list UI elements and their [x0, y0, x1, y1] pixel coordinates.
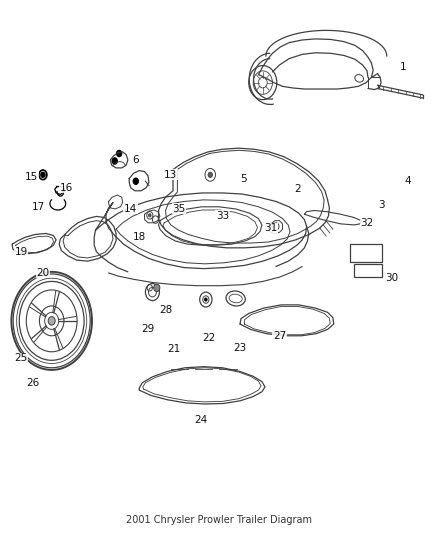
Text: 18: 18 [133, 232, 146, 242]
Text: 25: 25 [14, 353, 28, 363]
Ellipse shape [133, 178, 138, 184]
Ellipse shape [117, 150, 122, 157]
Text: 28: 28 [159, 305, 172, 315]
Text: 31: 31 [264, 223, 277, 233]
Text: 13: 13 [164, 170, 177, 180]
Text: 30: 30 [385, 273, 399, 283]
Ellipse shape [148, 214, 151, 217]
Text: 32: 32 [360, 218, 374, 228]
Text: 20: 20 [36, 268, 49, 278]
Text: 21: 21 [168, 344, 181, 354]
Text: 1: 1 [399, 62, 406, 71]
Text: 2: 2 [294, 184, 301, 194]
Text: 24: 24 [194, 415, 207, 425]
Text: 17: 17 [32, 202, 45, 212]
Text: 35: 35 [172, 204, 185, 214]
Text: 26: 26 [26, 378, 39, 387]
Text: 16: 16 [60, 183, 73, 192]
Ellipse shape [154, 284, 160, 292]
Ellipse shape [208, 172, 212, 177]
Text: 15: 15 [25, 172, 38, 182]
Text: 2001 Chrysler Prowler Trailer Diagram: 2001 Chrysler Prowler Trailer Diagram [126, 515, 312, 524]
Text: 23: 23 [233, 343, 247, 352]
Ellipse shape [41, 172, 45, 177]
Ellipse shape [112, 158, 117, 164]
Text: 4: 4 [404, 176, 411, 186]
Ellipse shape [48, 317, 55, 325]
Text: 14: 14 [124, 204, 137, 214]
Text: 6: 6 [132, 155, 139, 165]
Text: 3: 3 [378, 200, 385, 210]
Ellipse shape [205, 298, 207, 301]
Text: 19: 19 [14, 247, 28, 256]
Text: 29: 29 [141, 325, 155, 334]
FancyBboxPatch shape [350, 244, 382, 262]
Text: 22: 22 [203, 334, 216, 343]
Text: 33: 33 [216, 211, 229, 221]
Text: 27: 27 [273, 331, 286, 341]
FancyBboxPatch shape [354, 264, 382, 277]
Text: 5: 5 [240, 174, 247, 183]
